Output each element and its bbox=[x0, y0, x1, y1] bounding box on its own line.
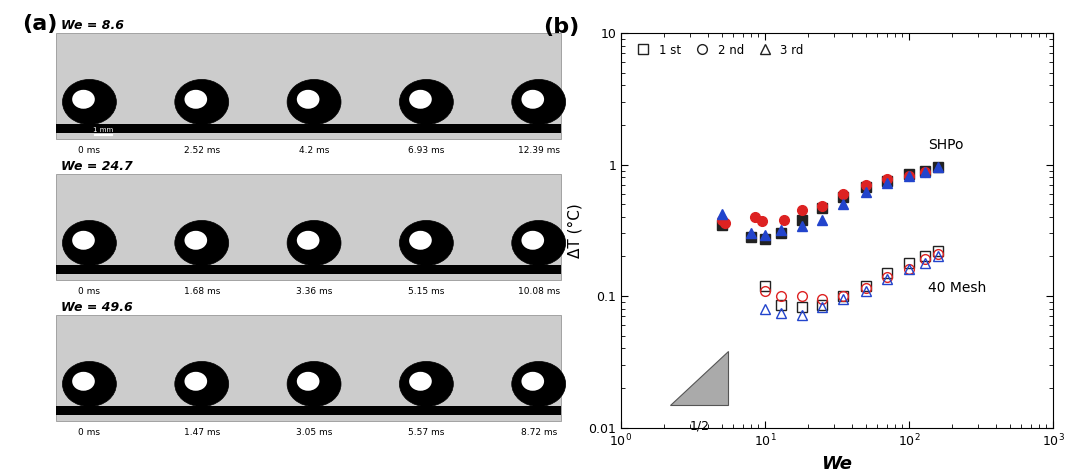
Circle shape bbox=[400, 361, 454, 407]
Circle shape bbox=[72, 231, 95, 250]
Circle shape bbox=[63, 79, 117, 125]
Text: (a): (a) bbox=[22, 14, 57, 34]
Circle shape bbox=[400, 220, 454, 266]
Text: 40 Mesh: 40 Mesh bbox=[928, 281, 986, 295]
Circle shape bbox=[175, 361, 229, 407]
Circle shape bbox=[297, 231, 320, 250]
Text: SHPo: SHPo bbox=[928, 138, 963, 152]
Circle shape bbox=[297, 372, 320, 391]
Circle shape bbox=[409, 372, 432, 391]
Text: 3.36 ms: 3.36 ms bbox=[296, 287, 333, 296]
X-axis label: We: We bbox=[822, 454, 852, 470]
FancyBboxPatch shape bbox=[56, 174, 562, 280]
Text: 1.47 ms: 1.47 ms bbox=[184, 428, 220, 437]
Text: We = 49.6: We = 49.6 bbox=[62, 301, 133, 314]
Bar bbox=[56, 124, 562, 133]
Text: 1 mm: 1 mm bbox=[93, 126, 113, 133]
Circle shape bbox=[522, 90, 544, 109]
Circle shape bbox=[409, 90, 432, 109]
Circle shape bbox=[409, 231, 432, 250]
Circle shape bbox=[63, 220, 117, 266]
Text: 6.93 ms: 6.93 ms bbox=[408, 146, 445, 155]
Text: 12.39 ms: 12.39 ms bbox=[517, 146, 559, 155]
Text: 3.05 ms: 3.05 ms bbox=[296, 428, 333, 437]
Text: 4.2 ms: 4.2 ms bbox=[299, 146, 329, 155]
Circle shape bbox=[63, 361, 117, 407]
FancyBboxPatch shape bbox=[56, 33, 562, 139]
Circle shape bbox=[175, 220, 229, 266]
Text: 0 ms: 0 ms bbox=[79, 287, 100, 296]
Circle shape bbox=[287, 361, 341, 407]
Legend: 1 st, 2 nd, 3 rd: 1 st, 2 nd, 3 rd bbox=[626, 39, 809, 61]
Text: 2.52 ms: 2.52 ms bbox=[184, 146, 220, 155]
Circle shape bbox=[185, 372, 207, 391]
Y-axis label: ΔT (°C): ΔT (°C) bbox=[568, 203, 583, 258]
Circle shape bbox=[287, 79, 341, 125]
Text: 5.57 ms: 5.57 ms bbox=[408, 428, 445, 437]
Text: We = 24.7: We = 24.7 bbox=[62, 160, 133, 173]
Circle shape bbox=[512, 79, 566, 125]
Circle shape bbox=[512, 361, 566, 407]
Bar bbox=[56, 265, 562, 274]
Text: We = 8.6: We = 8.6 bbox=[62, 19, 124, 32]
Text: 1/2: 1/2 bbox=[689, 420, 710, 433]
Circle shape bbox=[512, 220, 566, 266]
Circle shape bbox=[522, 372, 544, 391]
Circle shape bbox=[522, 231, 544, 250]
Polygon shape bbox=[671, 352, 728, 405]
FancyBboxPatch shape bbox=[56, 315, 562, 421]
Text: 5.15 ms: 5.15 ms bbox=[408, 287, 445, 296]
Text: 1.68 ms: 1.68 ms bbox=[184, 287, 220, 296]
Circle shape bbox=[287, 220, 341, 266]
Circle shape bbox=[72, 372, 95, 391]
Text: 0 ms: 0 ms bbox=[79, 146, 100, 155]
Bar bbox=[56, 406, 562, 415]
Circle shape bbox=[297, 90, 320, 109]
Text: (b): (b) bbox=[543, 17, 580, 37]
Circle shape bbox=[72, 90, 95, 109]
Circle shape bbox=[185, 90, 207, 109]
Circle shape bbox=[185, 231, 207, 250]
Text: 0 ms: 0 ms bbox=[79, 428, 100, 437]
Circle shape bbox=[175, 79, 229, 125]
Text: 8.72 ms: 8.72 ms bbox=[521, 428, 557, 437]
Text: 10.08 ms: 10.08 ms bbox=[517, 287, 559, 296]
Circle shape bbox=[400, 79, 454, 125]
